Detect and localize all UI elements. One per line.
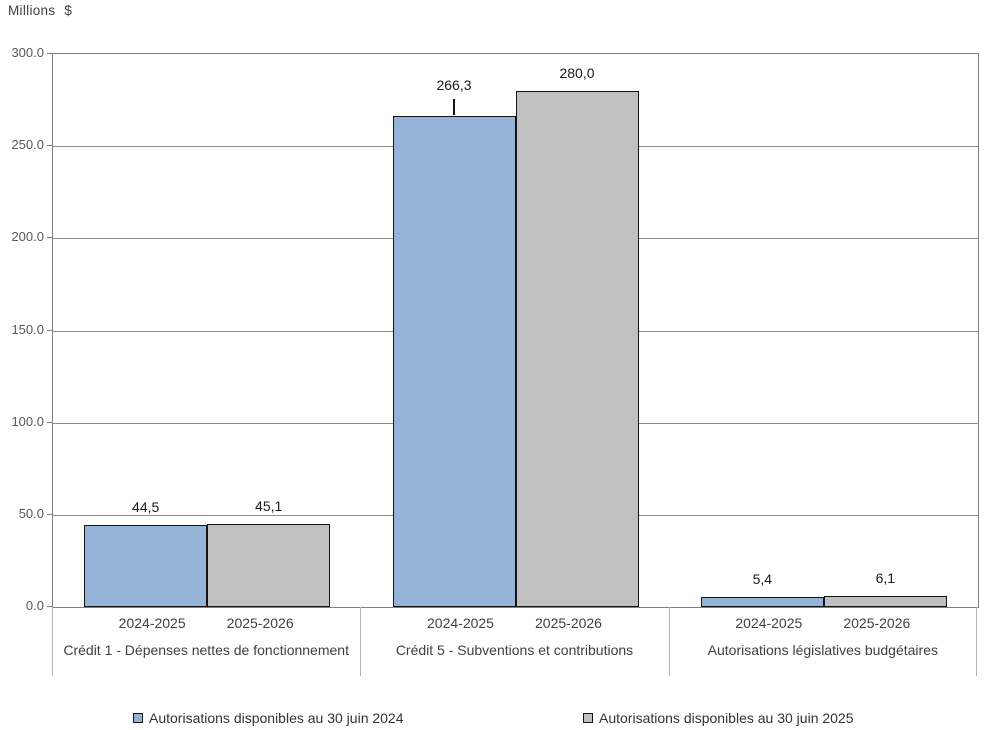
legend-item-2025: Autorisations disponibles au 30 juin 202… [583,710,854,726]
legend-label-2024: Autorisations disponibles au 30 juin 202… [149,710,404,726]
y-tick-label: 250.0 [11,137,44,153]
y-tick-mark [47,606,52,607]
legend-swatch-2025-icon [583,713,593,723]
category-separator [52,607,53,676]
bar-group3-series2 [823,595,947,607]
legend-item-2024: Autorisations disponibles au 30 juin 202… [133,710,404,726]
bar-group1-series1 [84,524,208,607]
category-separator [976,607,977,676]
bar-group2-series1 [392,116,516,607]
x-axis-group-label: Crédit 1 - Dépenses nettes de fonctionne… [63,642,349,658]
x-axis-year-label: 2025-2026 [843,615,911,631]
category-separator [668,607,670,676]
x-axis-year-label: 2025-2026 [535,615,602,631]
unit-prefix: Millions [8,3,56,18]
plot-area: 44,5 266,3 5,4 45,1 280,0 6,1 [52,53,979,608]
y-tick-label: 150.0 [11,321,44,337]
y-tick-label: 50.0 [18,505,44,521]
y-tick-label: 100.0 [11,413,44,429]
x-axis-group-label: Crédit 5 - Subventions et contributions [395,642,634,658]
y-axis-unit-label: Millions $ [8,3,72,18]
category-separator [360,607,362,676]
bar-group1-series2 [207,523,331,607]
unit-symbol: $ [64,3,73,18]
x-axis: 2024-2025 2025-2026 Crédit 1 - Dépenses ne… [52,606,977,680]
legend-label-2025: Autorisations disponibles au 30 juin 202… [599,710,854,726]
bar-group3-series1 [700,597,824,607]
y-tick-mark [47,421,52,423]
bar-value-label: 266,3 [436,77,472,94]
y-tick-mark [47,53,52,54]
y-tick-mark [47,513,52,515]
y-tick-mark [47,237,52,239]
value-label-leader-line [453,99,455,116]
y-tick-label: 300.0 [11,45,44,60]
x-axis-year-label: 2024-2025 [118,615,186,631]
bar-value-label: 280,0 [559,64,595,81]
legend-swatch-2024-icon [133,713,143,723]
y-tick-mark [47,145,52,147]
y-tick-mark [47,329,52,331]
bar-group2-series2 [515,90,639,607]
bar-value-label: 45,1 [255,497,283,514]
x-axis-group-label: Autorisations législatives budgétaires [707,642,938,658]
y-tick-label: 0.0 [25,598,44,613]
bar-value-label: 44,5 [132,498,160,515]
bar-value-label: 5,4 [752,571,773,588]
x-axis-year-label: 2024-2025 [427,615,494,631]
x-axis-year-label: 2025-2026 [226,615,294,631]
y-tick-label: 200.0 [11,229,44,245]
bar-value-label: 6,1 [875,569,896,586]
x-axis-year-label: 2024-2025 [735,615,803,631]
